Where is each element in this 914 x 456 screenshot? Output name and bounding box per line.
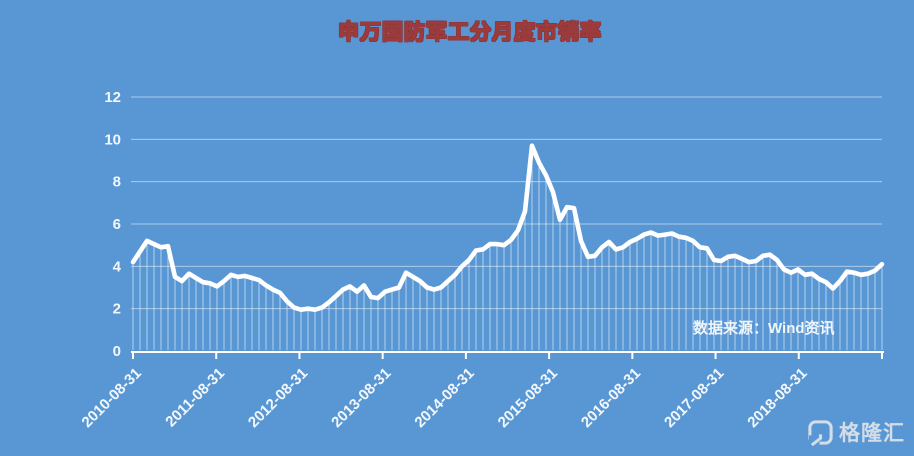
y-tick-label: 10 — [104, 131, 121, 148]
x-tick-label: 2010-08-31 — [79, 365, 145, 431]
gelonghui-logo-icon — [808, 419, 833, 446]
x-tick-label: 2017-08-31 — [661, 365, 727, 431]
x-tick-label: 2013-08-31 — [328, 365, 394, 431]
x-tick-label: 2018-08-31 — [744, 365, 810, 431]
page-title: 申万国防军工分月度市销率 — [338, 21, 602, 45]
y-tick-label: 0 — [113, 343, 121, 360]
x-tick-label: 2011-08-31 — [162, 365, 228, 431]
y-tick-label: 2 — [113, 301, 121, 318]
x-tick-label: 2014-08-31 — [411, 365, 477, 431]
x-tick-label: 2015-08-31 — [495, 365, 561, 431]
gelonghui-watermark: 格隆汇 — [807, 417, 905, 447]
series-line — [130, 143, 885, 313]
x-tick-label: 2012-08-31 — [245, 365, 311, 431]
y-tick-label: 8 — [113, 174, 121, 191]
watermark-label: 格隆汇 — [839, 422, 905, 445]
data-source-note: 数据来源：Wind资讯 — [693, 320, 835, 337]
y-tick-label: 4 — [113, 258, 122, 275]
x-tick-label: 2016-08-31 — [578, 365, 644, 431]
y-tick-label: 12 — [104, 89, 121, 106]
y-tick-label: 6 — [113, 216, 121, 233]
